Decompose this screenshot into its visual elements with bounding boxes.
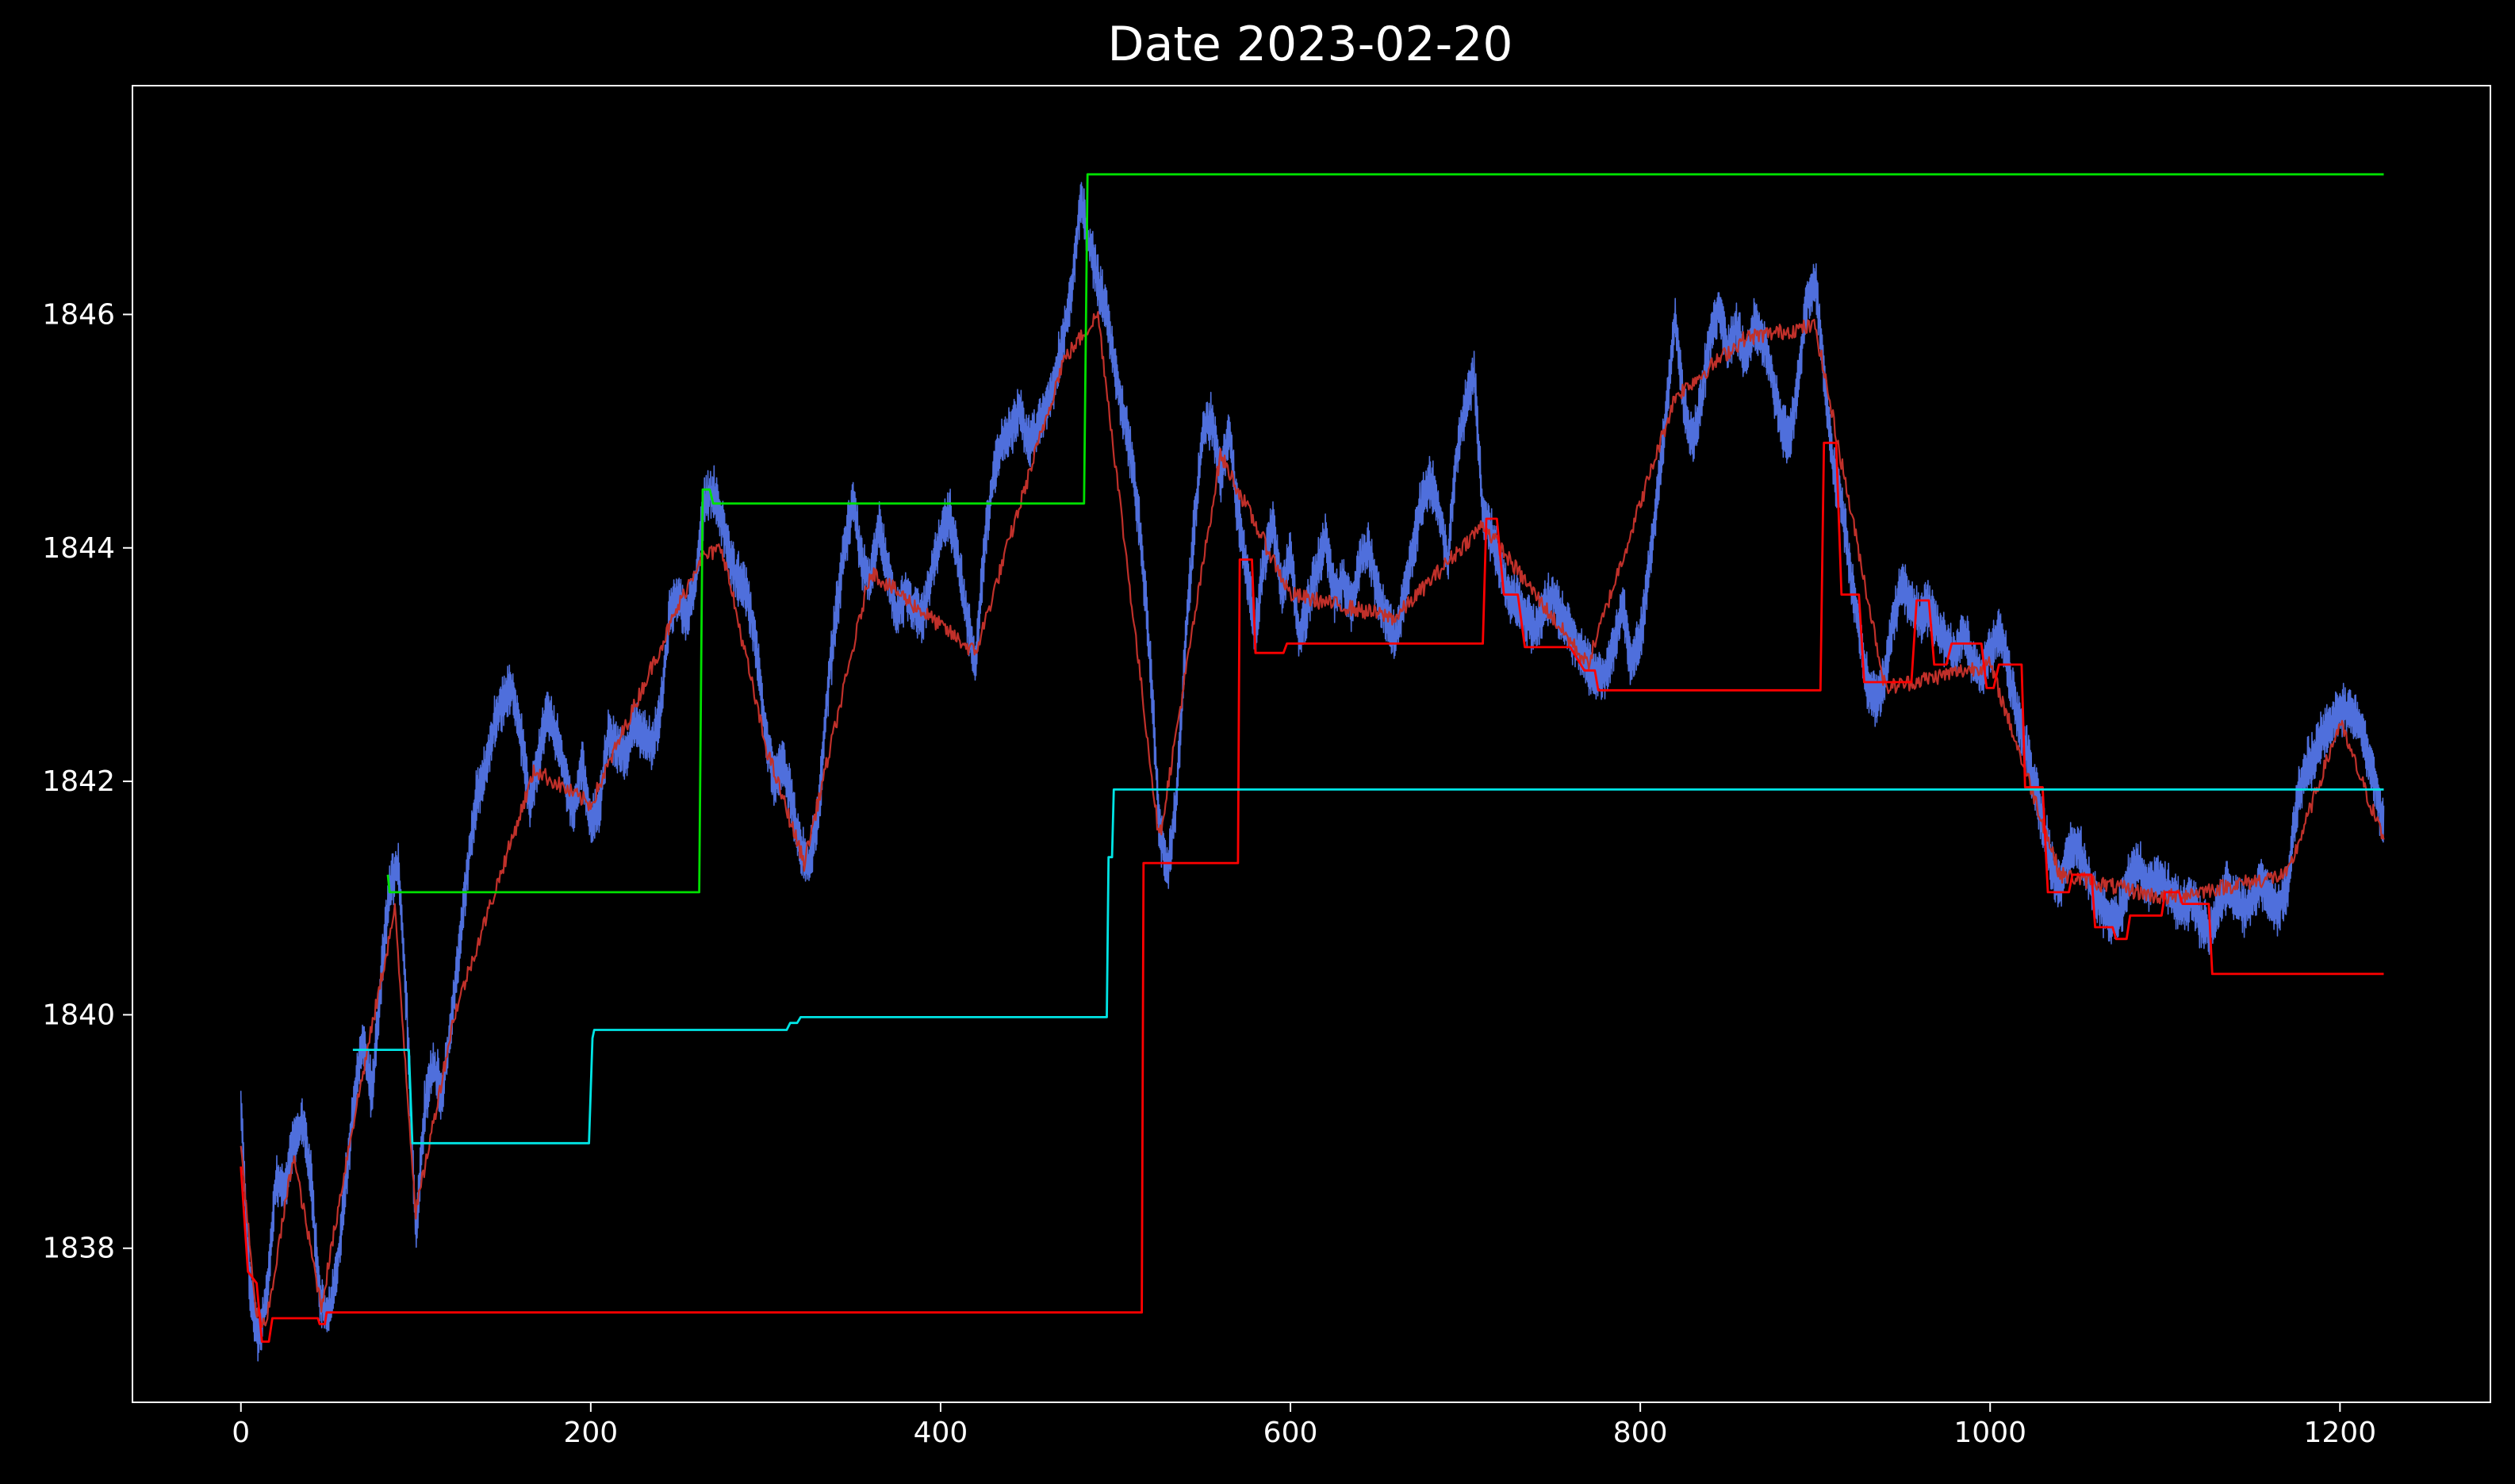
x-tick-label: 800 [1613,1417,1668,1449]
series-mid-level [352,788,2384,1145]
series-layer [240,173,2385,1362]
series-upper-level [386,173,2384,894]
y-axis: 1838 1840 1842 1844 1846 [42,298,132,1265]
plot-frame [132,85,2491,1403]
y-tick-label: 1838 [42,1233,115,1265]
x-axis: 0 200 400 600 800 1000 1200 [232,1402,2376,1449]
series-price-up [240,182,2385,1362]
x-tick-label: 600 [1263,1417,1318,1449]
x-tick-label: 1200 [2304,1417,2377,1449]
y-tick-label: 1844 [42,532,115,565]
x-tick-label: 400 [914,1417,968,1449]
x-tick-label: 200 [563,1417,618,1449]
x-tick-label: 1000 [1953,1417,2026,1449]
x-tick-label: 0 [232,1417,250,1449]
y-tick-label: 1846 [42,298,115,331]
chart-title: Date 2023-02-20 [1107,17,1512,72]
y-tick-label: 1842 [42,765,115,798]
series-price-down [240,311,2385,1328]
series-lower-level [240,441,2384,1343]
y-tick-label: 1840 [42,999,115,1031]
